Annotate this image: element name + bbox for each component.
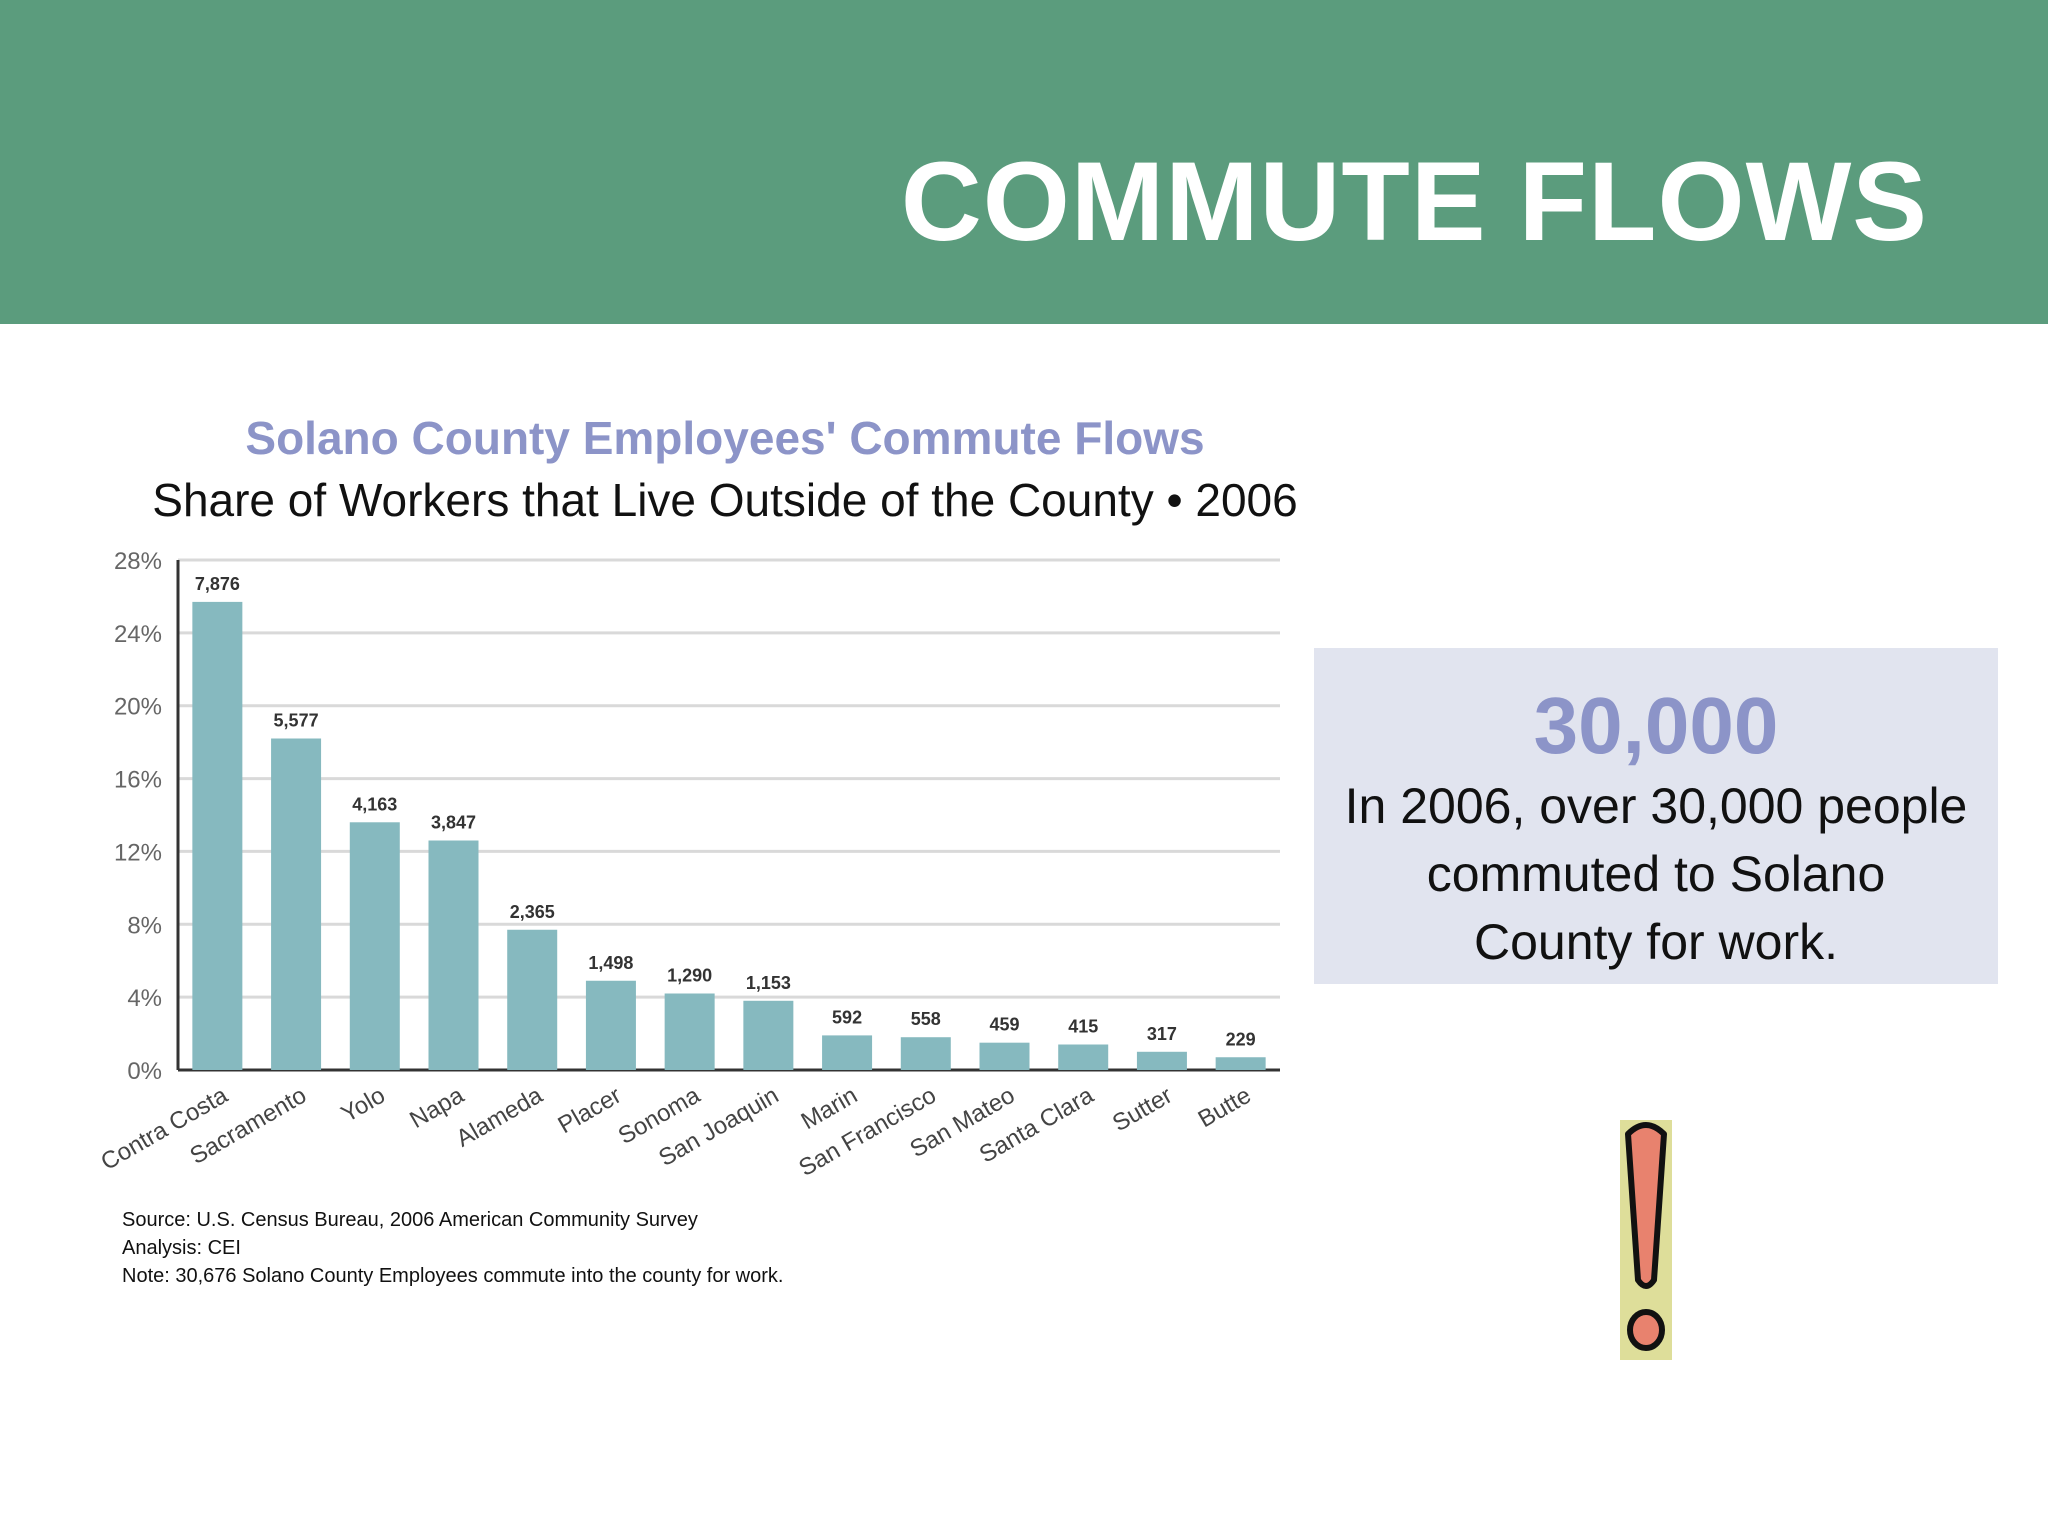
bar [979,1042,1030,1070]
analysis-note: Analysis: CEI [122,1237,241,1259]
bar [192,601,243,1070]
x-tick-label: Sutter [1108,1082,1177,1137]
chart-title: Solano County Employees' Commute Flows [245,412,1205,464]
data-label: 1,290 [667,966,712,986]
employee-note: Note: 30,676 Solano County Employees com… [122,1265,784,1287]
bar [743,1000,794,1070]
callout-box: 30,000 In 2006, over 30,000 people commu… [1314,648,1998,984]
header-banner: COMMUTE FLOWS [0,0,2048,324]
data-label: 4,163 [352,794,397,814]
data-label: 317 [1147,1024,1177,1044]
x-tick-label: Butte [1194,1082,1256,1133]
slide-title: COMMUTE FLOWS [900,139,1928,264]
x-tick-label: Alameda [452,1081,548,1152]
bar [428,840,479,1070]
source-note: Source: U.S. Census Bureau, 2006 America… [122,1209,698,1231]
y-tick-label: 0% [127,1058,162,1085]
y-tick-label: 4% [127,985,162,1012]
y-tick-label: 24% [114,621,162,648]
exclamation-icon [1620,1120,1672,1360]
y-tick-label: 20% [114,694,162,721]
y-tick-label: 12% [114,839,162,866]
bar [664,993,715,1070]
chart-subtitle: Share of Workers that Live Outside of th… [152,474,1298,526]
bar [1215,1057,1266,1070]
callout-number: 30,000 [1533,681,1779,770]
data-label: 592 [832,1007,862,1027]
data-label: 1,498 [588,953,633,973]
bar [1058,1044,1109,1070]
data-label: 2,365 [510,902,555,922]
bar [585,980,636,1070]
bar [507,929,558,1070]
y-tick-label: 28% [114,548,162,575]
data-label: 229 [1226,1029,1256,1049]
bar [900,1037,951,1070]
y-tick-label: 8% [127,912,162,939]
chart-notes: Source: U.S. Census Bureau, 2006 America… [122,1206,783,1290]
data-label: 415 [1068,1017,1098,1037]
data-label: 7,876 [195,574,240,594]
bar [1136,1051,1187,1070]
y-tick-label: 16% [114,767,162,794]
x-tick-label: Yolo [337,1082,390,1128]
data-label: 459 [989,1015,1019,1035]
data-label: 5,577 [274,711,319,731]
bar [271,738,322,1070]
bar [349,822,400,1070]
callout-text: In 2006, over 30,000 people commuted to … [1344,778,1968,970]
data-label: 558 [911,1009,941,1029]
bar [822,1035,873,1070]
data-label: 3,847 [431,813,476,833]
data-label: 1,153 [746,973,791,993]
